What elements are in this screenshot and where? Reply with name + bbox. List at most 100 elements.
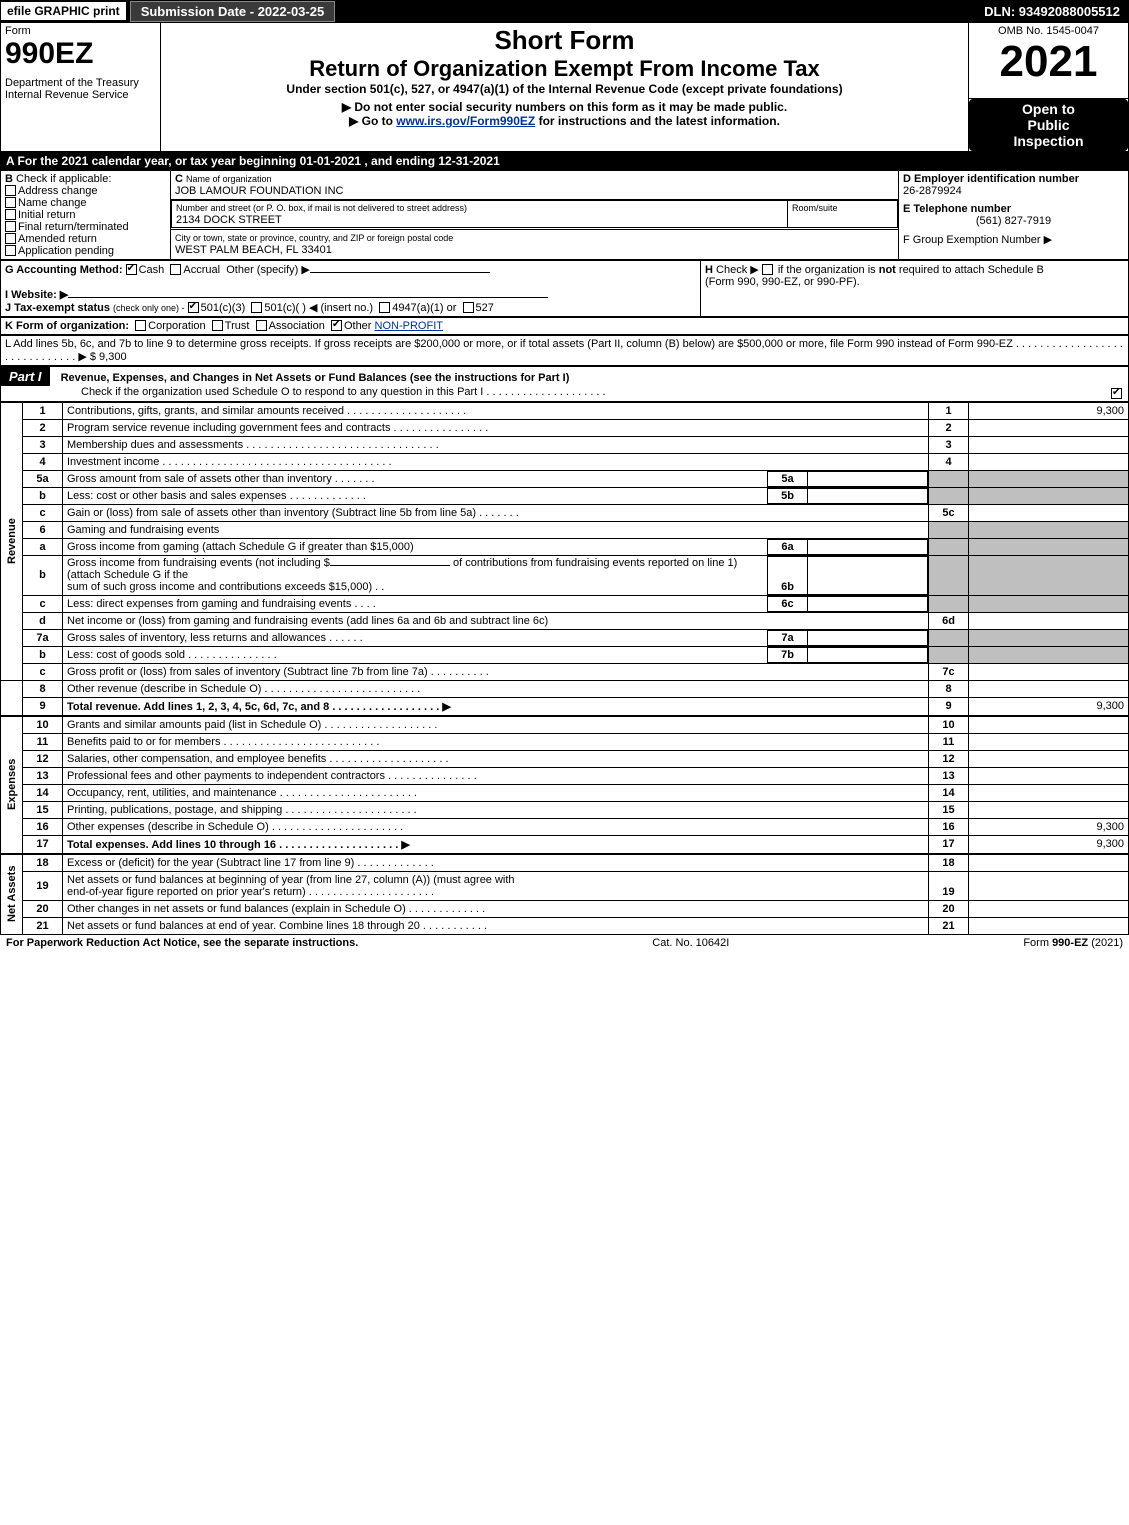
part-i-label: Part I <box>1 367 50 386</box>
line-21-desc: Net assets or fund balances at end of ye… <box>63 917 929 934</box>
l-row: L Add lines 5b, 6c, and 7b to line 9 to … <box>1 335 1129 365</box>
section-a: A For the 2021 calendar year, or tax yea… <box>0 152 1129 170</box>
line-21-val <box>969 917 1129 934</box>
h-text1: Check ▶ <box>716 264 762 276</box>
line-12-desc: Salaries, other compensation, and employ… <box>63 750 929 767</box>
line-6-greyval <box>969 521 1129 538</box>
line-7c-val <box>969 663 1129 680</box>
line-6a-ival <box>808 539 928 554</box>
line-8-box: 8 <box>929 680 969 697</box>
efile-label: efile GRAPHIC print <box>1 2 126 20</box>
check-corp[interactable]: Corporation <box>135 320 205 332</box>
goto-suffix: for instructions and the latest informat… <box>535 114 780 128</box>
line-5a-num: 5a <box>23 470 63 487</box>
g-label: G Accounting Method: <box>5 264 123 276</box>
k-row: K Form of organization: Corporation Trus… <box>1 317 1129 334</box>
line-6-num: 6 <box>23 521 63 538</box>
line-15-box: 15 <box>929 801 969 818</box>
line-6c-ibox: 6c <box>768 596 808 611</box>
subtitle: Under section 501(c), 527, or 4947(a)(1)… <box>165 82 964 96</box>
line-6b-greyval <box>969 555 1129 595</box>
check-501c[interactable]: 501(c)( ) ◀ (insert no.) <box>251 302 373 314</box>
line-16-val: 9,300 <box>969 818 1129 835</box>
h-text2: if the organization is <box>778 264 879 276</box>
line-3-val <box>969 436 1129 453</box>
check-other[interactable]: Other <box>331 320 372 332</box>
footer-mid: Cat. No. 10642I <box>652 937 729 949</box>
line-6c-num: c <box>23 595 63 612</box>
line-6b-ibox: 6b <box>768 556 808 594</box>
check-application[interactable]: Application pending <box>5 245 166 257</box>
room-label: Room/suite <box>792 203 838 213</box>
h-checkbox[interactable] <box>762 264 773 275</box>
line-7a-desc: Gross sales of inventory, less returns a… <box>63 630 768 645</box>
line-16-box: 16 <box>929 818 969 835</box>
check-final[interactable]: Final return/terminated <box>5 221 166 233</box>
other-specify: Other (specify) ▶ <box>226 264 490 276</box>
line-9-num: 9 <box>23 697 63 715</box>
line-14-val <box>969 784 1129 801</box>
line-20-val <box>969 900 1129 917</box>
check-name[interactable]: Name change <box>5 197 166 209</box>
street-label: Number and street (or P. O. box, if mail… <box>176 203 467 213</box>
line-12-val <box>969 750 1129 767</box>
check-accrual[interactable]: Accrual <box>170 264 220 276</box>
line-7b-greyval <box>969 646 1129 663</box>
line-5b-ibox: 5b <box>768 488 808 503</box>
check-address[interactable]: Address change <box>5 185 166 197</box>
line-3-num: 3 <box>23 436 63 453</box>
line-18-num: 18 <box>23 854 63 871</box>
line-20-box: 20 <box>929 900 969 917</box>
line-10-box: 10 <box>929 716 969 733</box>
form-word: Form <box>5 25 156 37</box>
line-21-num: 21 <box>23 917 63 934</box>
line-9-box: 9 <box>929 697 969 715</box>
i-website-label: I Website: ▶ <box>5 289 68 301</box>
check-501c3[interactable]: 501(c)(3) <box>188 302 246 314</box>
other-nonprofit-link[interactable]: NON-PROFIT <box>375 320 443 332</box>
line-12-box: 12 <box>929 750 969 767</box>
line-16-desc: Other expenses (describe in Schedule O) … <box>63 818 929 835</box>
line-6d-box: 6d <box>929 612 969 629</box>
b-label: B Check if applicable: <box>5 173 166 185</box>
revenue-section: Revenue 1 Contributions, gifts, grants, … <box>0 402 1129 716</box>
line-7c-box: 7c <box>929 663 969 680</box>
line-5a-ival <box>808 471 928 486</box>
line-1-box: 1 <box>929 402 969 419</box>
line-5a-desc: Gross amount from sale of assets other t… <box>63 471 768 486</box>
irs-link[interactable]: www.irs.gov/Form990EZ <box>396 114 535 128</box>
line-6d-desc: Net income or (loss) from gaming and fun… <box>63 612 929 629</box>
netassets-section: Net Assets 18Excess or (deficit) for the… <box>0 854 1129 935</box>
ssn-warning: ▶ Do not enter social security numbers o… <box>165 100 964 114</box>
check-cash[interactable]: Cash <box>126 264 165 276</box>
line-15-val <box>969 801 1129 818</box>
title-return: Return of Organization Exempt From Incom… <box>165 56 964 82</box>
check-amended[interactable]: Amended return <box>5 233 166 245</box>
line-6a-ibox: 6a <box>768 539 808 554</box>
h-label: H <box>705 264 713 276</box>
line-5a-ibox: 5a <box>768 471 808 486</box>
line-13-box: 13 <box>929 767 969 784</box>
street-value: 2134 DOCK STREET <box>176 214 282 226</box>
e-phone-label: E Telephone number <box>903 203 1124 215</box>
check-trust[interactable]: Trust <box>212 320 250 332</box>
line-5b-ival <box>808 488 928 503</box>
k-label: K Form of organization: <box>5 320 129 332</box>
city-value: WEST PALM BEACH, FL 33401 <box>175 244 332 256</box>
j-label: J Tax-exempt status <box>5 302 110 314</box>
website-field[interactable] <box>68 297 548 298</box>
schedule-o-checkbox[interactable] <box>1111 388 1122 399</box>
line-2-num: 2 <box>23 419 63 436</box>
line-17-desc: Total expenses. Add lines 10 through 16 … <box>63 835 929 853</box>
line-6b-ival <box>808 556 928 594</box>
check-initial[interactable]: Initial return <box>5 209 166 221</box>
check-assoc[interactable]: Association <box>256 320 325 332</box>
line-4-val <box>969 453 1129 470</box>
line-20-desc: Other changes in net assets or fund bala… <box>63 900 929 917</box>
tax-year: 2021 <box>973 37 1124 87</box>
h-text3: required to attach Schedule B <box>899 264 1044 276</box>
check-527[interactable]: 527 <box>463 302 494 314</box>
line-6b-num: b <box>23 555 63 595</box>
irs-label: Internal Revenue Service <box>5 89 156 101</box>
check-4947[interactable]: 4947(a)(1) or <box>379 302 456 314</box>
